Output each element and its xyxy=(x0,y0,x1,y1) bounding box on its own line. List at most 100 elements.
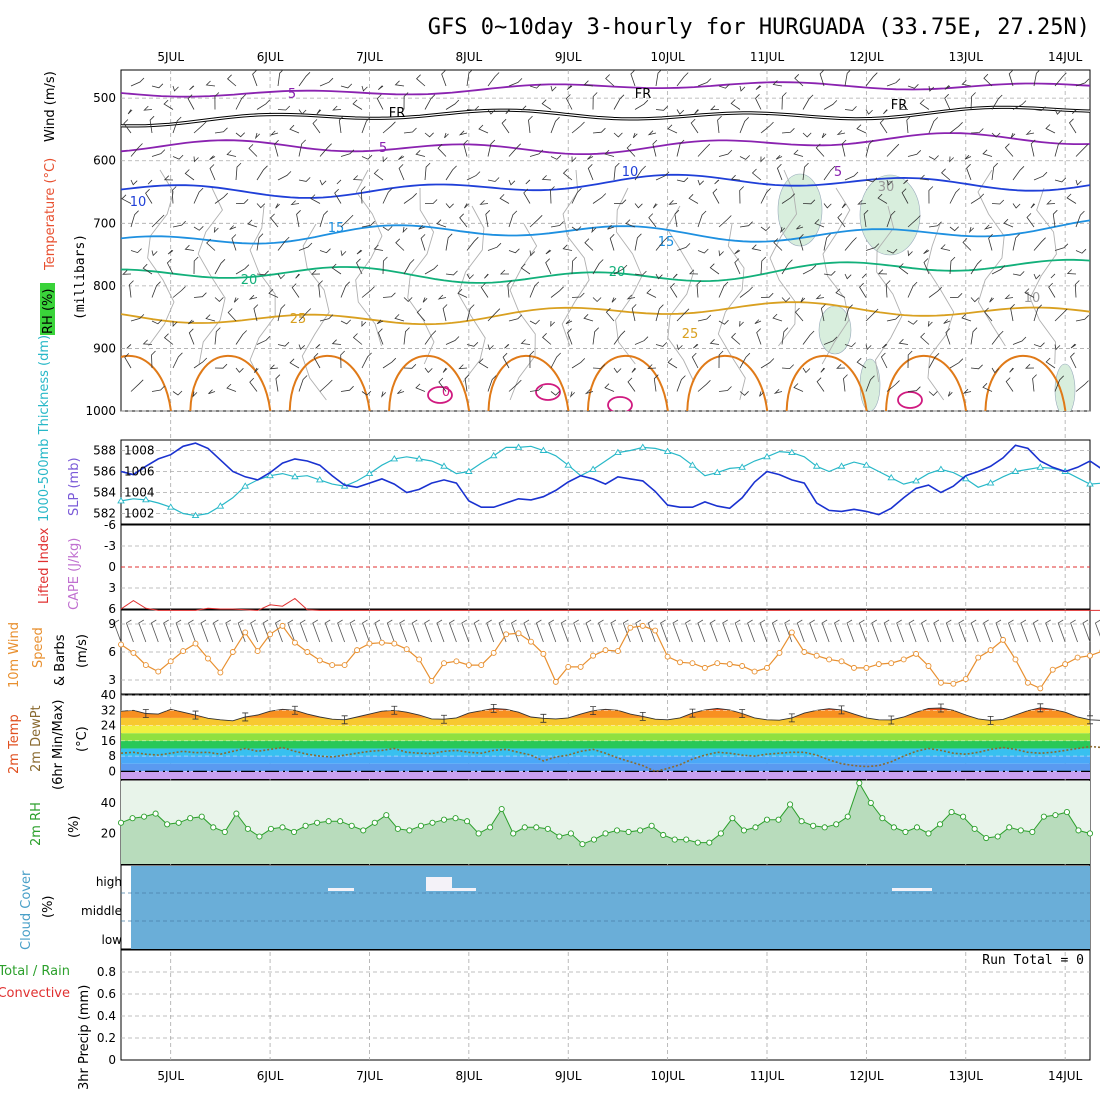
wind-barb xyxy=(739,117,749,134)
rh-contour-line xyxy=(666,205,695,383)
wind-speed-line-point xyxy=(490,649,497,656)
isotherm-minus5 xyxy=(121,132,1090,155)
pressure-tick-label: 800 xyxy=(93,279,116,293)
thickness-line-point xyxy=(788,448,796,456)
date-label-top: 6JUL xyxy=(257,50,284,64)
wind-barb xyxy=(970,193,985,204)
wind-barb xyxy=(420,234,426,251)
wind-barb xyxy=(928,391,938,396)
wind-barb-10m xyxy=(125,619,134,643)
wind-barb xyxy=(312,119,321,134)
wind-barb xyxy=(319,210,328,228)
wind-barb xyxy=(1075,78,1090,87)
rh-point xyxy=(798,818,805,825)
wind-barb xyxy=(1070,352,1077,369)
wind-barb xyxy=(142,263,153,275)
wind-barb xyxy=(781,259,793,275)
wind-barb xyxy=(898,263,909,275)
wind-barb xyxy=(655,106,668,111)
wind-barb xyxy=(1033,342,1045,348)
wind-barb xyxy=(172,154,184,160)
wind-barb xyxy=(907,320,918,325)
wind-barb xyxy=(550,390,560,396)
wind-barb xyxy=(382,187,393,204)
wind-barb xyxy=(209,164,216,181)
rh-point xyxy=(348,822,355,829)
wind-barb xyxy=(592,92,598,110)
slp-label: SLP (mb) xyxy=(67,457,82,516)
wind-barb xyxy=(751,168,762,181)
contour-label: 10 xyxy=(130,195,147,210)
wind-barb xyxy=(940,244,951,251)
minmax-errorbar xyxy=(639,711,646,721)
wind-barb xyxy=(1003,218,1014,228)
minmax-errorbar xyxy=(391,705,398,715)
wind-barb xyxy=(802,330,815,345)
wind-barb xyxy=(571,292,585,298)
wind-barb xyxy=(802,162,809,181)
wind-barb-10m xyxy=(647,619,656,643)
rh-point xyxy=(637,827,644,834)
rh-point xyxy=(775,816,782,823)
wind-barb xyxy=(886,179,893,186)
wind-barb xyxy=(1004,294,1014,300)
thickness-line-point xyxy=(738,463,746,470)
rh-point xyxy=(302,822,309,829)
wind-barb xyxy=(690,118,699,134)
wind-speed-line-point xyxy=(925,663,932,669)
rh-point xyxy=(221,828,228,835)
minmax-errorbar xyxy=(937,703,944,713)
wind-barb-10m xyxy=(908,619,917,643)
wind-barb xyxy=(697,210,707,228)
minmax-errorbar xyxy=(540,713,547,723)
wind-speed-label-a: 10m Wind xyxy=(7,622,22,688)
wind-barb xyxy=(919,99,930,110)
wind-barb xyxy=(122,270,132,275)
wind-barb xyxy=(1054,177,1067,183)
wind-barb-10m xyxy=(759,619,768,643)
temperature-band xyxy=(121,710,1090,718)
cloud-cover-field xyxy=(131,866,1090,949)
wind-barb xyxy=(508,314,523,322)
wind-barb xyxy=(1033,70,1041,87)
wind-barb xyxy=(903,179,909,185)
wind-barb xyxy=(885,280,891,298)
wind-speed-line-point xyxy=(217,669,224,676)
temperature-band xyxy=(121,733,1090,741)
wind-barb-10m xyxy=(473,619,482,643)
isotherm-30-bump xyxy=(189,354,272,411)
wind-speed-line-point xyxy=(304,649,311,655)
temperature-band xyxy=(121,695,1090,703)
wind-barb xyxy=(613,162,620,181)
wind-barb xyxy=(923,258,930,275)
wind-barb xyxy=(403,92,409,110)
wind-barb xyxy=(298,139,306,157)
wind-barb xyxy=(403,327,410,345)
rh-contour-line xyxy=(249,205,276,383)
wind-barb-10m xyxy=(324,619,333,643)
wind-barb xyxy=(187,94,195,110)
wind-barb xyxy=(464,374,470,392)
rh-point xyxy=(475,830,482,837)
wind-barb xyxy=(844,342,856,348)
wind-barb-10m xyxy=(660,619,668,643)
wind-barb xyxy=(730,174,741,181)
rh-contour-line xyxy=(769,169,797,347)
wind-barb xyxy=(269,130,279,136)
thickness-line-point xyxy=(812,462,821,469)
wind-barb xyxy=(361,286,375,298)
isotherm-35 xyxy=(607,396,633,411)
wind-barb xyxy=(550,352,561,369)
rh-point xyxy=(440,816,448,823)
wind-barb xyxy=(718,215,732,228)
wind-barb xyxy=(898,338,909,345)
wind-barb-10m xyxy=(896,619,905,643)
wind-barb xyxy=(504,344,510,349)
wind-barb xyxy=(739,85,746,92)
wind-barb xyxy=(928,155,939,160)
wind-barb xyxy=(941,168,951,181)
thickness-line-point xyxy=(912,477,920,484)
wind-barb-10m xyxy=(809,619,818,643)
wind-barb-10m xyxy=(921,619,929,643)
temperature-band xyxy=(121,725,1090,734)
